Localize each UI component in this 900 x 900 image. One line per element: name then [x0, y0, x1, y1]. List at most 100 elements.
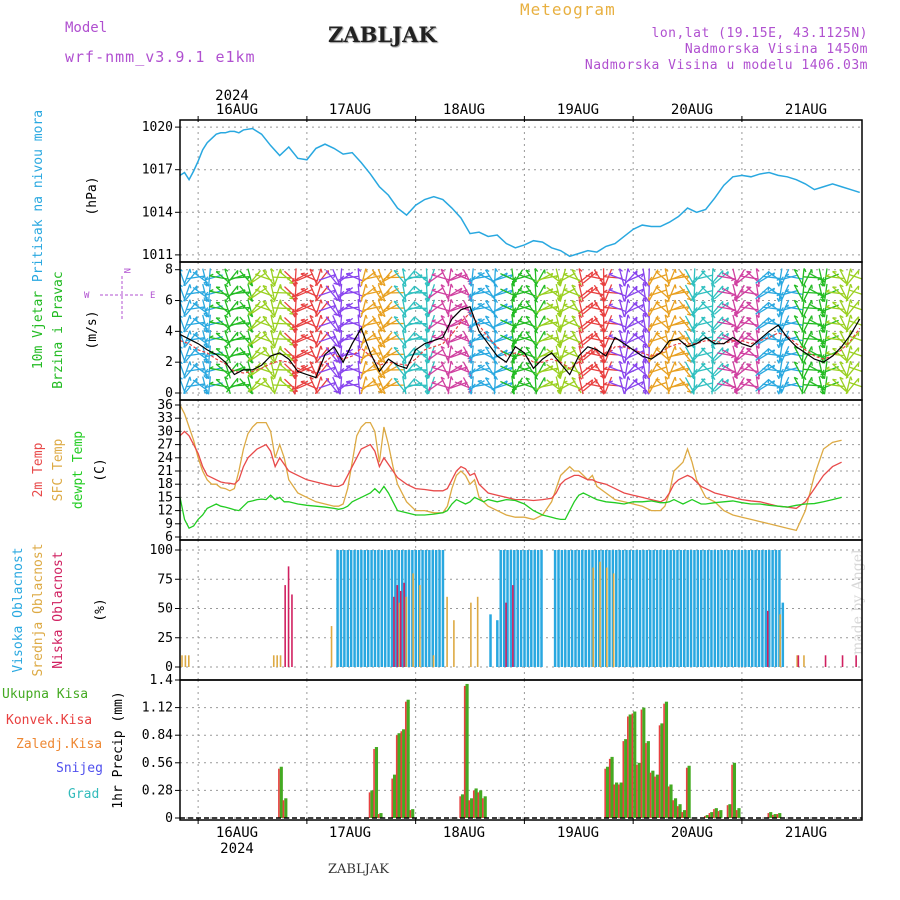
wind-arrow-head	[251, 340, 254, 345]
wind-arrow	[512, 269, 524, 286]
cloud-low-bar	[291, 594, 293, 667]
wind-arrow-head	[337, 386, 341, 391]
wind-arrow-head	[649, 338, 653, 343]
cloud-low-bar	[841, 655, 844, 667]
wind-arrow-head	[424, 298, 429, 303]
wind-arrow-head	[468, 308, 472, 314]
wind-arrow	[513, 366, 531, 373]
wind-arrow	[225, 377, 239, 393]
wind-arrow	[427, 330, 436, 348]
wind-arrow	[440, 330, 450, 348]
wind-arrow-head	[746, 332, 751, 335]
wind-arrow-head	[189, 345, 192, 351]
wind-arrow-head	[525, 284, 530, 288]
cloud-label-low: Niska Oblacnost	[51, 551, 66, 668]
wind-arrow	[447, 283, 452, 302]
wind-arrow-head	[642, 298, 647, 303]
wind-arrow	[247, 376, 254, 395]
wind-arrow	[215, 286, 231, 300]
wind-arrow-head	[821, 354, 825, 359]
wind-arrow	[845, 299, 852, 318]
wind-arrow	[845, 268, 852, 287]
wind-arrow	[848, 381, 862, 388]
wind-arrow	[778, 345, 783, 364]
wind-arrow-head	[346, 334, 351, 337]
cloud-high-bar	[615, 550, 618, 667]
wind-arrow	[345, 288, 364, 297]
wind-arrow-head	[291, 277, 295, 283]
wind-arrow	[491, 303, 508, 314]
wind-arrow-head	[292, 390, 296, 395]
wind-arrow-head	[468, 278, 472, 283]
wind-arrow-head	[674, 376, 677, 382]
wind-arrow-head	[431, 365, 436, 369]
wind-arrow	[449, 320, 468, 328]
precip-conv-bar	[617, 784, 620, 818]
wind-arrow	[462, 330, 473, 348]
cloud-mid-bar	[453, 620, 455, 667]
wind-arrow-head	[381, 344, 386, 348]
wind-arrow	[768, 333, 784, 346]
wind-arrow	[714, 363, 729, 377]
wind-arrow-head	[603, 343, 606, 348]
wind-arrow	[755, 268, 760, 287]
precip-total-bar	[619, 782, 623, 818]
wind-arrow-head	[776, 374, 780, 380]
wind-arrow	[710, 378, 724, 393]
precip-total-bar	[411, 809, 415, 818]
wind-arrow-head	[485, 330, 490, 334]
wind-arrow-head	[300, 349, 305, 352]
cloud-mid-bar	[779, 614, 781, 667]
wind-arrow-head	[686, 313, 692, 316]
wind-arrow	[534, 330, 537, 349]
wind-arrow-head	[402, 283, 406, 288]
wind-arrow	[472, 336, 491, 342]
wind-arrow	[512, 377, 524, 394]
wind-arrow	[207, 360, 211, 379]
wind-arrow	[345, 304, 364, 313]
wind-arrow-head	[292, 375, 296, 380]
wind-arrow-head	[431, 350, 436, 353]
wind-arrow	[710, 300, 724, 316]
wind-arrow	[462, 361, 473, 379]
wind-arrow-head	[525, 315, 530, 319]
wind-arrow	[402, 360, 407, 379]
wind-arrow	[559, 299, 567, 318]
wind-arrow	[377, 376, 386, 394]
wind-arrow	[495, 382, 513, 389]
wind-arrow	[294, 268, 297, 287]
wind-arrow-head	[694, 384, 698, 388]
wind-arrow	[655, 286, 670, 300]
wind-arrow-head	[558, 297, 561, 302]
wind-arrow	[846, 300, 860, 316]
wind-arrow	[801, 283, 805, 302]
cloud-high-bar	[428, 550, 431, 667]
wind-arrow-head	[477, 380, 482, 382]
wind-arrow	[780, 382, 799, 389]
wind-arrow	[205, 305, 223, 312]
cloud-high-bar	[669, 550, 672, 667]
precip-conv-bar	[708, 813, 711, 818]
wind-arrow-head	[692, 295, 695, 300]
wind-arrow-head	[618, 299, 623, 303]
wind-arrow	[232, 275, 251, 279]
wind-arrow-head	[337, 278, 341, 283]
wind-arrow-head	[494, 314, 499, 319]
wind-arrow-head	[468, 297, 472, 303]
wind-arrow	[649, 304, 667, 312]
cloud-low-bar	[396, 585, 399, 667]
wind-arrow-head	[512, 322, 517, 327]
wind-arrow	[667, 319, 685, 328]
wind-arrow	[832, 286, 847, 300]
wind-arrow-head	[468, 339, 472, 344]
wind-arrow	[468, 272, 485, 283]
wind-arrow-head	[381, 283, 386, 287]
wind-arrow	[525, 346, 538, 363]
wind-arrow-head	[189, 376, 192, 381]
cloud-low-bar	[505, 602, 507, 667]
wind-arrow-head	[849, 299, 853, 304]
wind-arrow	[768, 302, 784, 315]
wind-arrow-head	[393, 285, 399, 288]
wind-arrow	[270, 330, 276, 348]
wind-arrow	[446, 380, 463, 391]
